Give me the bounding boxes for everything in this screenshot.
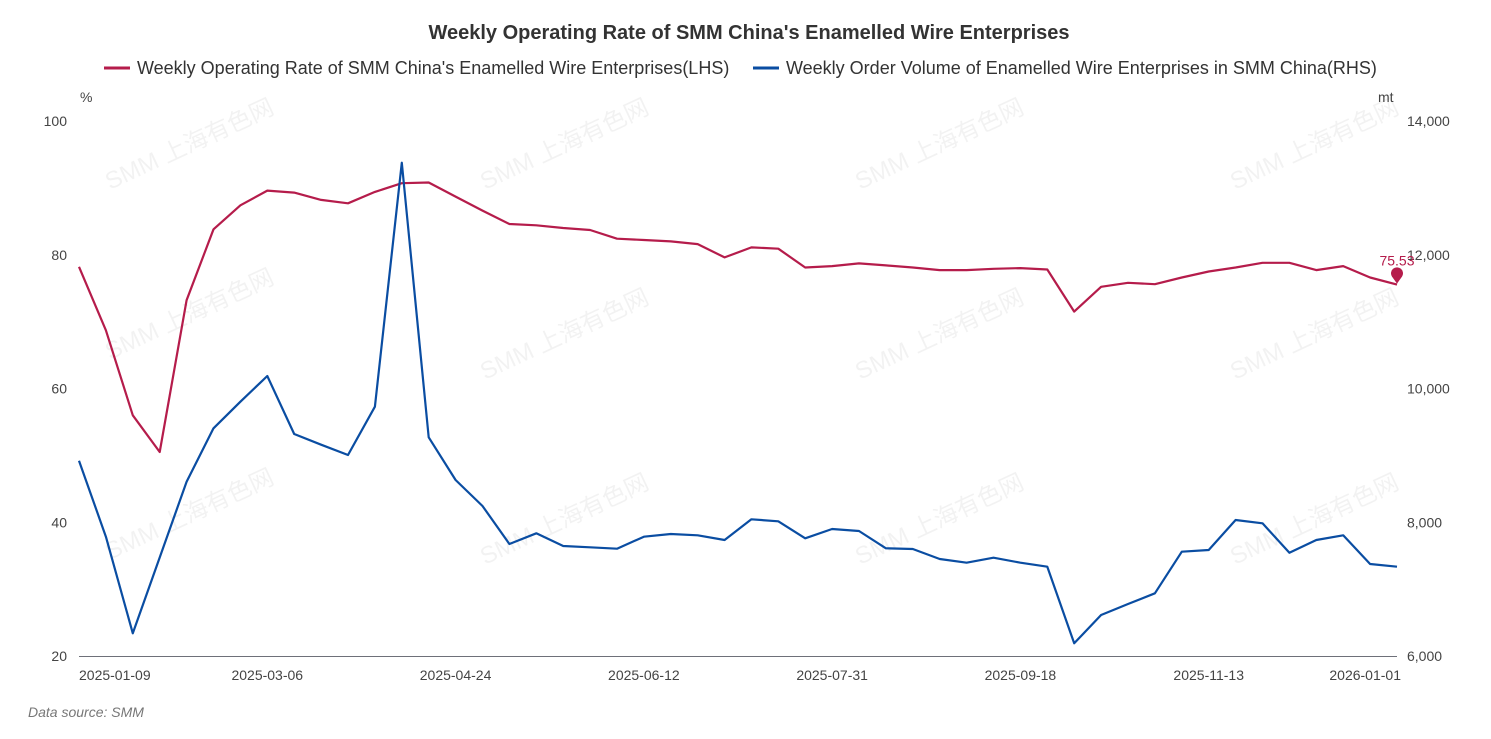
left-tick-label: 60 (51, 381, 67, 397)
left-tick-label: 20 (51, 648, 67, 664)
legend-item-rhs[interactable]: Weekly Order Volume of Enamelled Wire En… (753, 58, 1377, 78)
watermark: SMM 上海有色网 (476, 469, 653, 571)
x-tick-label: 2026-01-01 (1329, 667, 1401, 683)
operating-rate-line (77, 181, 1398, 454)
watermark: SMM 上海有色网 (101, 94, 278, 196)
left-tick-label: 40 (51, 514, 67, 530)
last-value-label: 75.53 (1379, 253, 1414, 269)
legend-label-lhs: Weekly Operating Rate of SMM China's Ena… (137, 58, 729, 78)
x-tick-label: 2025-07-31 (796, 667, 868, 683)
watermark: SMM 上海有色网 (851, 469, 1028, 571)
legend-item-lhs[interactable]: Weekly Operating Rate of SMM China's Ena… (104, 58, 729, 78)
left-axis-unit: % (80, 89, 92, 105)
right-tick-label: 6,000 (1407, 648, 1442, 664)
x-tick-label: 2025-06-12 (608, 667, 680, 683)
right-tick-label: 14,000 (1407, 113, 1450, 129)
x-tick-label: 2025-09-18 (985, 667, 1057, 683)
right-axis-unit: mt (1378, 89, 1394, 105)
right-tick-label: 12,000 (1407, 247, 1450, 263)
right-tick-label: 8,000 (1407, 514, 1442, 530)
chart-title: Weekly Operating Rate of SMM China's Ena… (428, 22, 1069, 44)
left-tick-label: 80 (51, 247, 67, 263)
x-tick-label: 2025-04-24 (420, 667, 492, 683)
watermark: SMM 上海有色网 (101, 264, 278, 366)
data-source: Data source: SMM (28, 704, 144, 720)
watermark: SMM 上海有色网 (1226, 94, 1403, 196)
right-tick-label: 10,000 (1407, 381, 1450, 397)
watermark: SMM 上海有色网 (476, 284, 653, 386)
left-tick-label: 100 (44, 113, 68, 129)
last-value-annotation: 75.53 (1379, 253, 1415, 284)
x-tick-label: 2025-03-06 (231, 667, 303, 683)
series-lines (77, 161, 1398, 645)
pin-marker-icon (1391, 267, 1404, 284)
x-axis-ticks: 2025-01-09 2025-03-06 2025-04-24 2025-06-12… (79, 667, 1401, 683)
watermark: SMM 上海有色网 (1226, 469, 1403, 571)
x-tick-label: 2025-01-09 (79, 667, 151, 683)
right-axis-ticks: 6,000 8,000 10,000 12,000 14,000 (1407, 113, 1450, 664)
x-tick-label: 2025-11-13 (1173, 667, 1244, 683)
watermark: SMM 上海有色网 (476, 94, 653, 196)
watermark: SMM 上海有色网 (851, 284, 1028, 386)
legend-label-rhs: Weekly Order Volume of Enamelled Wire En… (786, 58, 1377, 78)
watermarks: SMM 上海有色网 SMM 上海有色网 SMM 上海有色网 SMM 上海有色网 SMM … (101, 94, 1403, 571)
left-axis-ticks: 20 40 60 80 100 (44, 113, 68, 664)
watermark: SMM 上海有色网 (1226, 284, 1403, 386)
watermark: SMM 上海有色网 (851, 94, 1028, 196)
watermark: SMM 上海有色网 (101, 464, 278, 566)
order-volume-line (77, 161, 1398, 645)
